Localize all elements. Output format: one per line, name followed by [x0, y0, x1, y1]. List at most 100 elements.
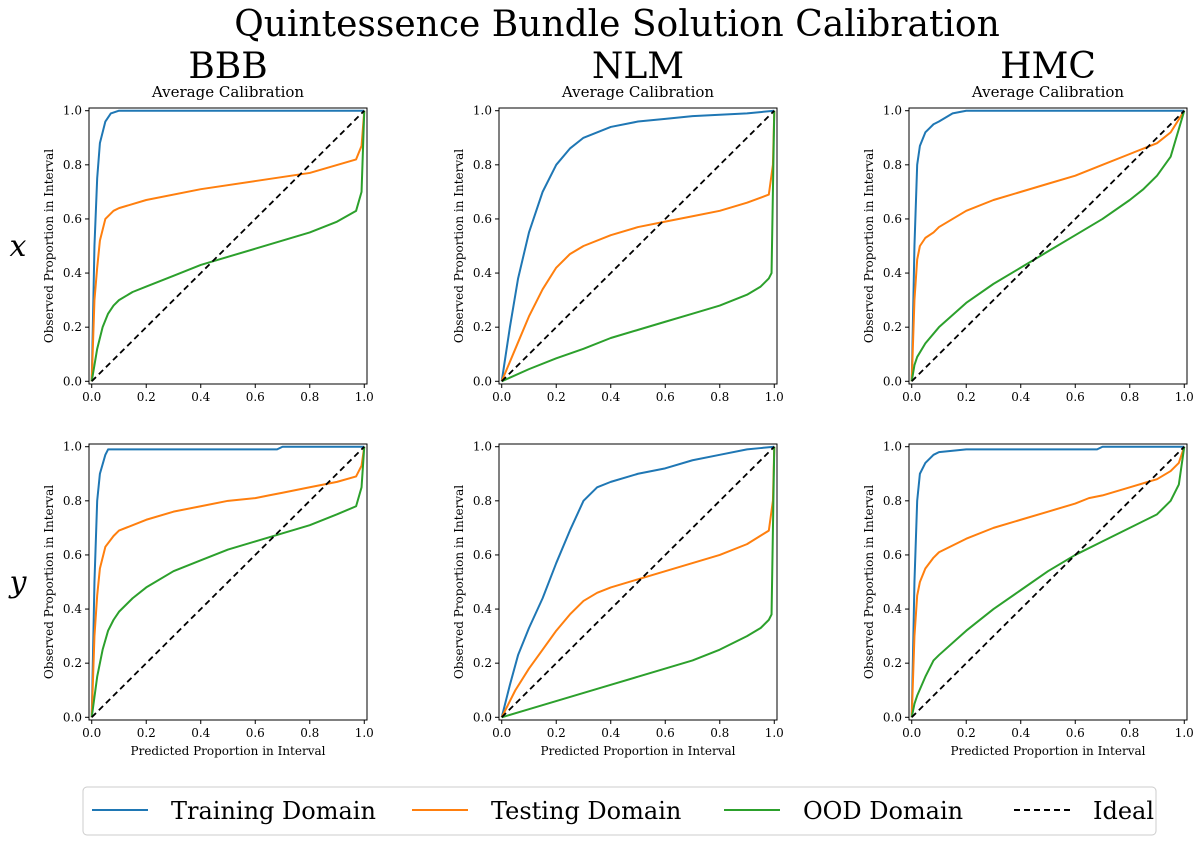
x-tick-label: 0.2	[957, 726, 976, 740]
y-axis-label: Observed Proportion in Interval	[42, 149, 56, 343]
axes-frame	[498, 443, 778, 721]
y-tick-label: 0.4	[63, 266, 82, 280]
x-tick-label: 0.0	[82, 726, 101, 740]
y-axis-label: Observed Proportion in Interval	[452, 485, 466, 679]
y-tick-label: 0.0	[473, 374, 492, 388]
y-tick-label: 0.2	[473, 320, 492, 334]
y-tick-label: 0.0	[473, 710, 492, 724]
x-tick-label: 0.0	[492, 390, 511, 404]
x-tick-label: 1.0	[765, 390, 784, 404]
x-tick-label: 0.0	[902, 726, 921, 740]
series-line-training-domain	[90, 445, 365, 718]
subplot-hmc-y: 0.00.0 0.2 0.2 0.4 0.4 0.6 0.6 0.8 0.8 1.0 1.0 Obse…	[862, 440, 1194, 758]
x-tick-label: 1.0	[355, 390, 374, 404]
y-tick-label: 1.0	[63, 104, 82, 118]
legend-frame	[82, 786, 1157, 836]
y-tick-label: 0.8	[63, 494, 82, 508]
x-tick-label: 1.0	[355, 726, 374, 740]
series-line-ood-domain	[501, 110, 776, 383]
x-axis-label: Predicted Proportion in Interval	[541, 744, 736, 758]
y-tick-label: 0.0	[883, 374, 902, 388]
series-line-ideal	[501, 110, 775, 382]
x-tick-label: 0.0	[902, 390, 921, 404]
x-tick-label: 0.8	[300, 726, 319, 740]
series-line-ideal	[91, 110, 365, 382]
x-tick-label: 0.2	[547, 726, 566, 740]
y-tick-label: 0.2	[63, 656, 82, 670]
series-line-testing-domain	[500, 446, 776, 718]
axes-frame	[908, 443, 1188, 721]
x-tick-label: 0.8	[710, 390, 729, 404]
series-line-ood-domain	[90, 446, 366, 718]
axes-frame	[498, 107, 778, 385]
y-tick-label: 0.2	[883, 656, 902, 670]
series-line-ideal	[911, 446, 1185, 718]
x-tick-label: 0.8	[710, 726, 729, 740]
x-tick-label: 0.6	[246, 726, 265, 740]
y-axis-label: Observed Proportion in Interval	[862, 485, 876, 679]
y-tick-label: 1.0	[883, 440, 902, 454]
series-line-ideal	[91, 446, 365, 718]
series-line-ood-domain	[501, 446, 776, 719]
y-tick-label: 0.0	[63, 710, 82, 724]
series-line-training-domain	[910, 445, 1185, 718]
y-tick-label: 0.0	[883, 710, 902, 724]
series-line-testing-domain	[90, 110, 366, 382]
y-tick-label: 1.0	[473, 440, 492, 454]
y-tick-label: 0.8	[473, 494, 492, 508]
y-tick-label: 0.4	[473, 602, 492, 616]
row-label-x: x	[10, 229, 27, 264]
x-tick-label: 0.2	[137, 390, 156, 404]
y-tick-label: 0.6	[883, 548, 902, 562]
x-tick-label: 0.0	[82, 390, 101, 404]
y-tick-label: 0.4	[63, 602, 82, 616]
column-title-nlm: NLM	[592, 46, 684, 87]
series-line-ideal	[501, 446, 775, 718]
x-tick-label: 0.4	[191, 726, 210, 740]
y-tick-label: 0.4	[883, 602, 902, 616]
legend-label: Testing Domain	[491, 797, 681, 825]
series-line-testing-domain	[90, 446, 366, 718]
y-tick-label: 0.0	[63, 374, 82, 388]
legend-item-training-domain: Training Domain	[92, 797, 376, 825]
series-line-testing-domain	[500, 110, 776, 382]
x-tick-label: 0.8	[1120, 726, 1139, 740]
subplot-title: Average Calibration	[561, 83, 715, 101]
x-tick-label: 0.2	[547, 390, 566, 404]
y-tick-label: 1.0	[883, 104, 902, 118]
column-title-hmc: HMC	[1000, 46, 1096, 87]
x-tick-label: 0.6	[246, 390, 265, 404]
axes-frame	[908, 107, 1188, 385]
x-tick-label: 1.0	[1175, 390, 1194, 404]
x-tick-label: 0.6	[1066, 726, 1085, 740]
y-tick-label: 0.2	[63, 320, 82, 334]
series-line-ood-domain	[90, 110, 366, 382]
x-tick-label: 0.4	[1011, 390, 1030, 404]
x-tick-label: 0.8	[300, 390, 319, 404]
x-tick-label: 0.2	[957, 390, 976, 404]
y-axis-label: Observed Proportion in Interval	[42, 485, 56, 679]
x-tick-label: 1.0	[765, 726, 784, 740]
subplot-title: Average Calibration	[971, 83, 1125, 101]
series-line-training-domain	[500, 109, 775, 382]
legend-label: OOD Domain	[803, 797, 963, 825]
y-tick-label: 1.0	[473, 104, 492, 118]
y-tick-label: 0.8	[63, 158, 82, 172]
subplot-title: Average Calibration	[151, 83, 305, 101]
y-tick-label: 0.8	[883, 158, 902, 172]
x-tick-label: 0.4	[191, 390, 210, 404]
axes-frame	[88, 107, 368, 385]
column-title-bbb: BBB	[188, 46, 267, 87]
x-tick-label: 0.6	[1066, 390, 1085, 404]
series-line-ood-domain	[910, 446, 1186, 718]
y-tick-label: 1.0	[63, 440, 82, 454]
figure-title: Quintessence Bundle Solution Calibration	[234, 4, 1000, 45]
x-axis-label: Predicted Proportion in Interval	[131, 744, 326, 758]
x-tick-label: 0.4	[601, 390, 620, 404]
y-axis-label: Observed Proportion in Interval	[862, 149, 876, 343]
x-tick-label: 0.0	[492, 726, 511, 740]
legend-item-ood-domain: OOD Domain	[724, 797, 963, 825]
